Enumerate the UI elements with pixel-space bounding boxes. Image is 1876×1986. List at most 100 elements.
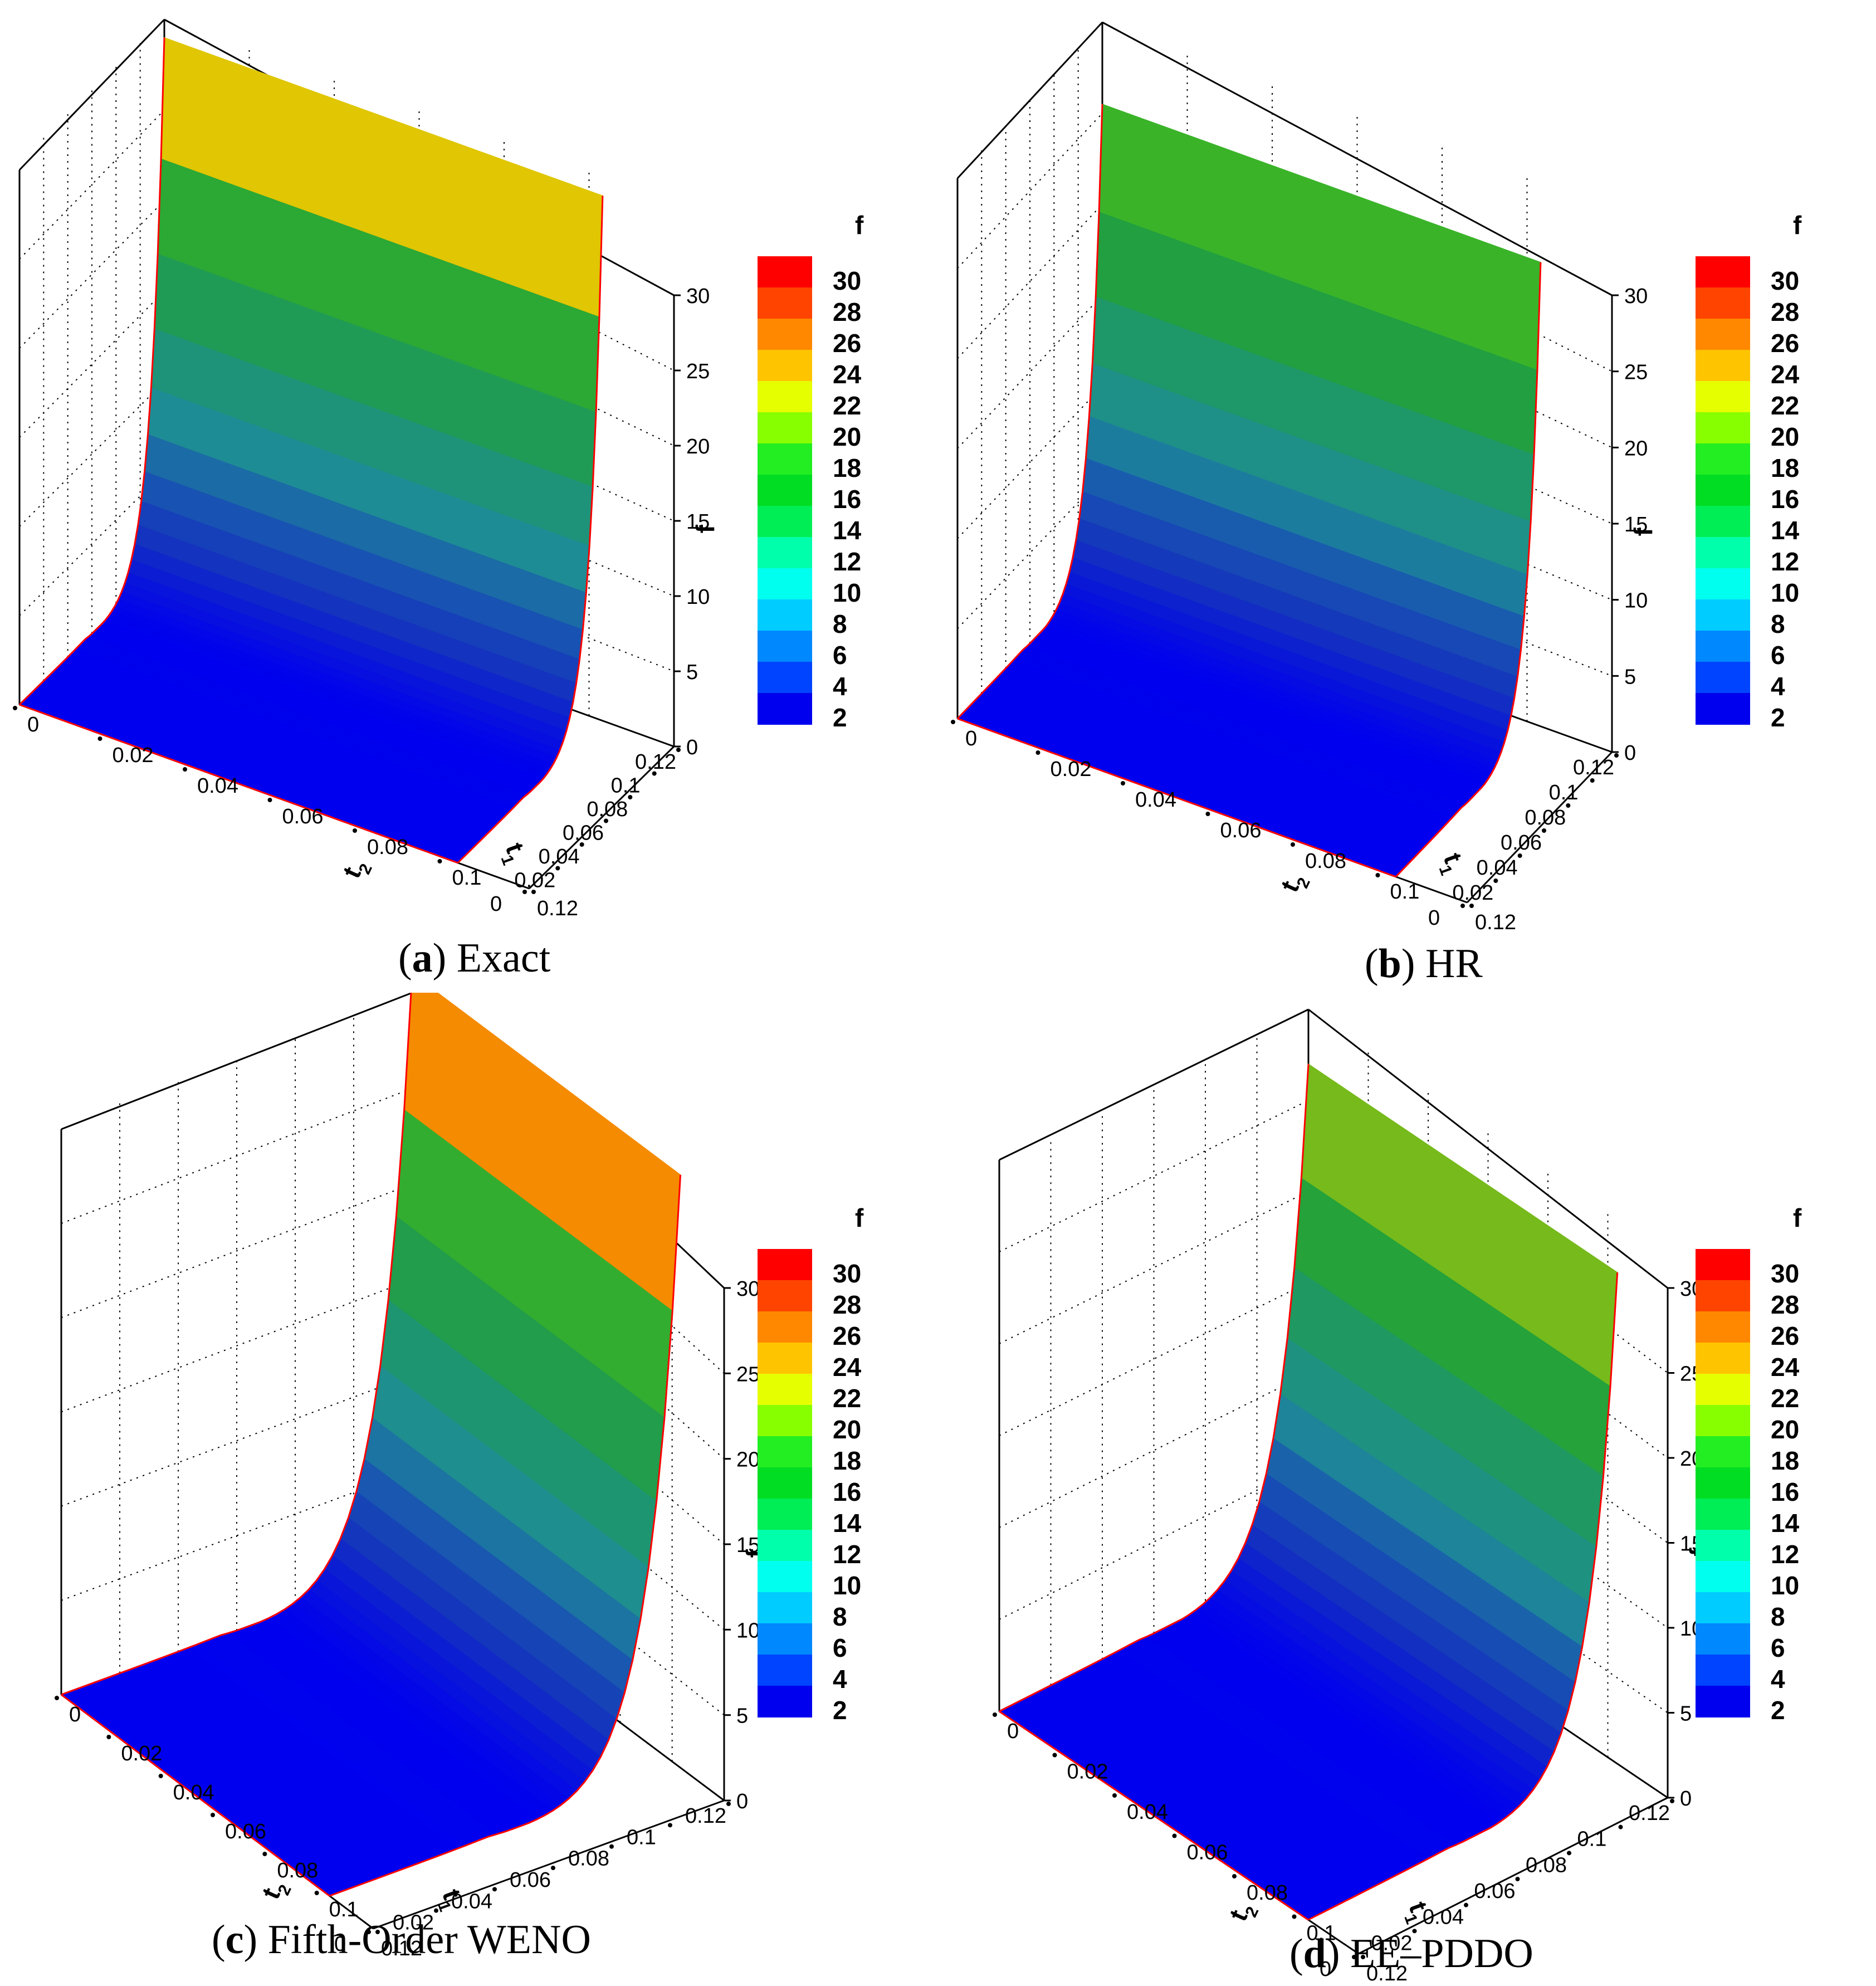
surface-edge-front [956, 104, 1103, 720]
z-tick-label: 20 [686, 435, 710, 458]
y-tick-mark [13, 706, 17, 710]
x-tick-label: 0.06 [563, 822, 604, 845]
colorbar-label: 22 [1771, 391, 1799, 420]
y-tick-mark [1375, 873, 1380, 877]
left-wall-top-edge [999, 1008, 1309, 1161]
y-tick-label: 0.1 [329, 1898, 359, 1921]
caption-letter: c [225, 1917, 244, 1963]
y-axis-label-sub: 2 [1242, 1904, 1263, 1920]
colorbar-swatch [1696, 1530, 1750, 1562]
z-gridline [999, 1190, 1309, 1344]
x-tick-label: 0.04 [1477, 856, 1518, 880]
y-tick-mark [1172, 1833, 1177, 1838]
colorbar-swatch [758, 1436, 812, 1468]
x-tick-mark [1517, 853, 1522, 858]
colorbar-swatch [1696, 256, 1750, 288]
colorbar-swatch [1696, 1561, 1750, 1593]
left-wall-top-edge [956, 21, 1103, 179]
z-tick-label: 10 [736, 1619, 760, 1642]
colorbar-swatch [1696, 1592, 1750, 1624]
y-tick-mark [1292, 1914, 1297, 1919]
colorbar-swatch [758, 1280, 812, 1312]
colorbar-swatch [1696, 350, 1750, 382]
colorbar-swatch [1696, 599, 1750, 631]
x-tick-label: 0.08 [587, 798, 628, 821]
y-tick-mark [106, 1735, 111, 1739]
z-gridline [19, 290, 165, 438]
y-axis-label-sub: 2 [275, 1882, 295, 1898]
z-gridline [19, 109, 165, 260]
z-gridline [957, 476, 1103, 630]
z-tick-label: 25 [1624, 361, 1648, 384]
colorbar-swatch [1696, 412, 1750, 444]
y-tick-mark [1121, 781, 1125, 785]
y-tick-label: 0.12 [537, 897, 578, 920]
colorbar-swatch [1696, 537, 1750, 569]
x-tick-label: 0 [490, 892, 502, 916]
colorbar-label: 20 [1771, 422, 1799, 451]
y-tick-label: 0.04 [1135, 788, 1176, 812]
z-tick-label: 5 [1680, 1702, 1692, 1726]
colorbar-label: 30 [833, 1259, 861, 1288]
colorbar-swatch [758, 662, 812, 694]
y-tick-label: 0.08 [1305, 850, 1346, 873]
colorbar-label: 18 [1771, 1446, 1799, 1475]
colorbar-label: 30 [1771, 266, 1799, 295]
x-tick-mark [726, 1802, 731, 1806]
x-tick-label: 0.1 [1577, 1828, 1607, 1851]
z-gridline [999, 1282, 1309, 1436]
surface-edge-back [1308, 1272, 1619, 1921]
colorbar-title: f [855, 1203, 864, 1232]
x-tick-mark [1590, 778, 1595, 783]
y-tick-label: 0.1 [452, 866, 482, 890]
z-tick-label: 25 [736, 1363, 760, 1386]
z-tick-label: 15 [736, 1534, 760, 1557]
colorbar-label: 14 [1771, 516, 1800, 545]
colorbar-swatch [758, 475, 812, 506]
z-gridline [61, 1183, 413, 1319]
colorbar-swatch [758, 412, 812, 444]
colorbar-label: 8 [1771, 609, 1785, 638]
x-tick-label: 0.08 [1525, 806, 1566, 829]
surface-edge-end [19, 704, 458, 864]
colorbar-swatch [758, 1499, 812, 1530]
colorbar-swatch [758, 1343, 812, 1374]
y-tick-label: 0.08 [1247, 1881, 1288, 1905]
caption-letter: d [1303, 1931, 1326, 1977]
colorbar-label: 20 [833, 1415, 861, 1444]
y-tick-mark [267, 798, 272, 802]
colorbar-label: 22 [1771, 1384, 1799, 1413]
x-tick-mark [555, 866, 560, 871]
x-tick-mark [1464, 1902, 1468, 1907]
y-tick-mark [437, 859, 442, 863]
x-tick-label: 0.06 [1474, 1880, 1516, 1903]
x-tick-mark [628, 795, 633, 799]
x-tick-mark [579, 842, 584, 847]
z-gridline [61, 1279, 413, 1413]
colorbar-swatch [1696, 662, 1750, 694]
z-axis-label: f [1629, 527, 1658, 536]
x-tick-mark [668, 1823, 672, 1828]
colorbar-label: 14 [833, 516, 862, 545]
colorbar-swatch [1696, 1343, 1750, 1374]
colorbar-swatch [1696, 506, 1750, 538]
x-tick-mark [434, 1908, 438, 1913]
x-tick-mark [1515, 1877, 1520, 1881]
colorbar-swatch [758, 1686, 812, 1717]
y-tick-label: 0.1 [1307, 1922, 1336, 1945]
y-tick-mark [55, 1696, 59, 1700]
x-tick-mark [531, 890, 536, 894]
colorbar-swatch [758, 350, 812, 382]
y-tick-mark [367, 1930, 371, 1934]
colorbar-label: 10 [833, 578, 861, 607]
colorbar-swatch [758, 1530, 812, 1562]
y-tick-mark [1112, 1793, 1117, 1798]
y-tick-mark [314, 1891, 319, 1895]
colorbar-label: 18 [1771, 453, 1799, 482]
x-tick-mark [604, 818, 608, 823]
z-tick-label: 5 [686, 661, 698, 684]
colorbar-label: 4 [1771, 1665, 1785, 1694]
colorbar-swatch [1696, 1623, 1750, 1655]
chart-svg: 05101520253000.020.040.060.080.10.1200.0… [951, 21, 1802, 934]
